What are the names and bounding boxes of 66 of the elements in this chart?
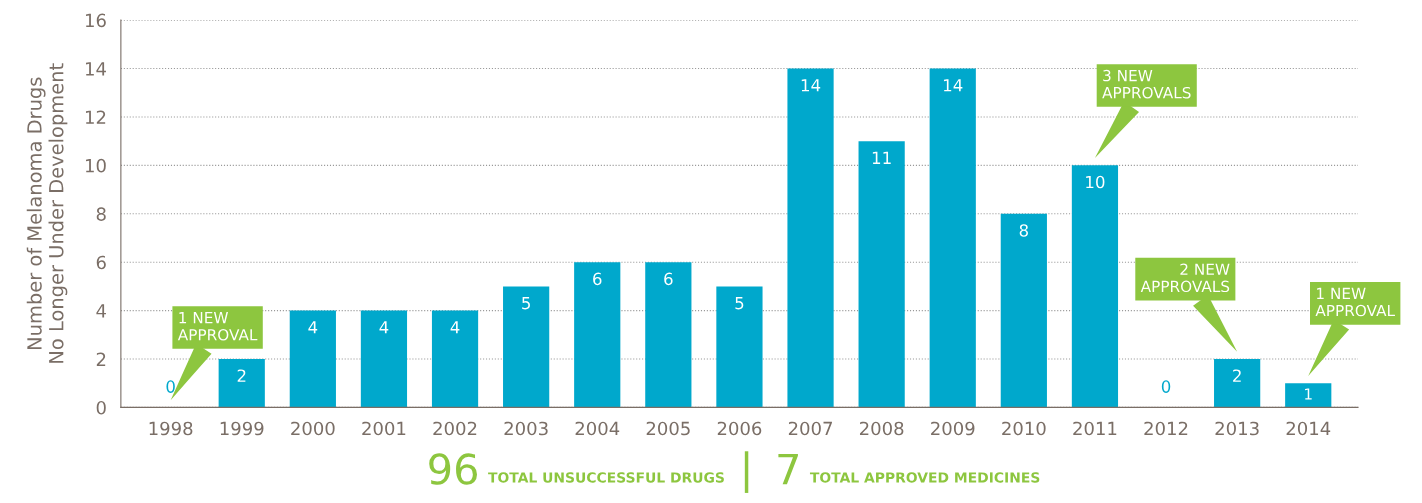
bar [787, 68, 834, 408]
x-tick-label: 2012 [1144, 421, 1188, 436]
bar [431, 310, 479, 408]
data-label: 14 [801, 79, 821, 92]
data-label: 0 [166, 380, 175, 393]
data-label: 6 [664, 272, 673, 286]
y-tick-label: 2 [96, 352, 106, 366]
data-label: 5 [735, 297, 744, 310]
data-label: 4 [379, 321, 389, 334]
annotation: 1 NEW APPROVAL [1315, 287, 1395, 317]
bar [929, 68, 976, 408]
bar [1071, 165, 1119, 408]
data-label: 4 [308, 321, 318, 334]
data-label: 1 [1305, 388, 1312, 400]
x-tick-label: 1998 [149, 421, 193, 436]
bar [858, 141, 905, 408]
y-tick-label: 10 [85, 158, 106, 173]
y-axis-title: Number of Melanoma Drugs No Longer Under Development [26, 63, 68, 363]
bar [716, 286, 763, 408]
x-tick-label: 2014 [1286, 421, 1331, 436]
bar [1285, 383, 1332, 408]
y-tick-label: 16 [85, 13, 106, 28]
bar [1000, 213, 1047, 408]
x-tick-label: 2004 [575, 421, 620, 436]
x-tick-label: 2000 [291, 421, 335, 436]
x-tick-label: 2008 [859, 421, 904, 436]
text: | [744, 451, 749, 493]
x-tick-label: 2007 [788, 421, 832, 436]
x-tick-label: 2001 [362, 421, 406, 436]
bar [1214, 359, 1261, 408]
data-label: 2 [1233, 369, 1241, 382]
annotation: 3 NEW APPROVALS [1102, 69, 1191, 99]
y-tick-label: 4 [96, 304, 106, 318]
x-tick-label: 2013 [1215, 421, 1259, 436]
y-tick-label: 0 [96, 400, 106, 415]
y-tick-label: 14 [85, 62, 106, 76]
data-label: 14 [943, 79, 963, 92]
text: 7 TOTAL APPROVED MEDICINES [778, 453, 1040, 485]
bar [645, 262, 692, 408]
bar [574, 262, 621, 408]
annotation: 1 NEW APPROVAL [177, 312, 258, 341]
data-label: 5 [522, 297, 530, 310]
text: 96 TOTAL UNSUCCESSFUL DRUGS [429, 453, 724, 485]
data-label: 6 [593, 272, 602, 286]
y-tick-label: 12 [85, 110, 106, 124]
data-label: 11 [872, 151, 891, 164]
x-tick-label: 1999 [220, 421, 264, 436]
x-tick-label: 2002 [433, 421, 477, 436]
x-tick-label: 2005 [646, 421, 690, 436]
x-tick-label: 2011 [1073, 421, 1117, 436]
x-tick-label: 2003 [504, 421, 548, 436]
data-label: 0 [1161, 380, 1171, 393]
annotation: 2 NEW APPROVALS [1140, 263, 1230, 293]
bar [360, 310, 408, 408]
x-tick-label: 2009 [931, 421, 975, 436]
y-tick-label: 8 [96, 207, 106, 221]
bar [289, 310, 336, 408]
x-tick-label: 2006 [717, 421, 762, 436]
x-tick-label: 2010 [1002, 421, 1046, 436]
y-tick-label: 6 [96, 255, 106, 270]
bar [218, 359, 265, 408]
data-label: 8 [1019, 224, 1028, 237]
bar [503, 286, 550, 408]
data-label: 4 [450, 321, 460, 334]
data-label: 2 [237, 369, 246, 382]
data-label: 10 [1086, 175, 1105, 189]
